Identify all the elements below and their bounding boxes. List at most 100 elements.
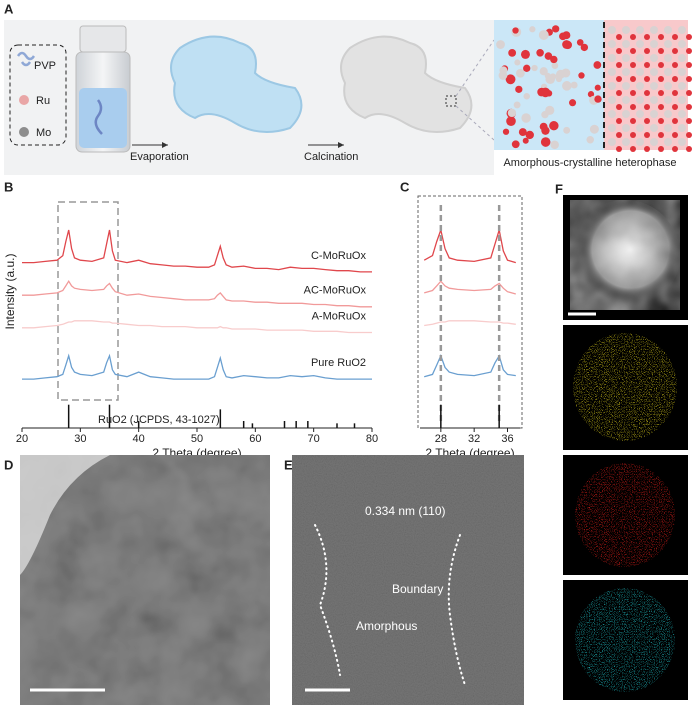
atom xyxy=(622,40,630,48)
legend-text: Ru xyxy=(36,95,50,107)
atom xyxy=(551,62,559,69)
atom xyxy=(593,61,602,69)
atom xyxy=(644,104,650,110)
atom xyxy=(506,116,516,126)
atom xyxy=(622,54,630,62)
series-line xyxy=(22,353,372,380)
step-text: Evaporation xyxy=(130,151,189,163)
atom xyxy=(563,126,571,134)
atom xyxy=(686,48,692,54)
atom xyxy=(496,40,505,49)
atom xyxy=(622,82,630,90)
atom xyxy=(686,118,692,124)
highlight-box xyxy=(57,201,119,401)
atom xyxy=(644,76,650,82)
atom xyxy=(644,146,650,152)
series-line xyxy=(424,354,516,378)
atom xyxy=(608,124,616,132)
atom xyxy=(644,48,650,54)
atom xyxy=(650,82,658,90)
atom xyxy=(630,48,636,54)
elemental-map xyxy=(575,588,675,692)
atom xyxy=(550,140,559,150)
atom xyxy=(616,62,622,68)
atom xyxy=(541,126,550,135)
atom xyxy=(636,40,644,48)
atom xyxy=(608,40,616,48)
atom xyxy=(523,92,531,100)
atom xyxy=(686,62,692,68)
atom xyxy=(576,39,584,46)
annotation: Amorphous xyxy=(356,619,417,633)
annotation: Boundary xyxy=(392,582,443,596)
atom xyxy=(562,81,572,91)
atom xyxy=(630,76,636,82)
atom xyxy=(511,140,520,149)
x-tick-label: 30 xyxy=(74,433,86,445)
atom xyxy=(664,138,672,146)
atom xyxy=(664,40,672,48)
atom xyxy=(678,110,686,118)
series-label: Pure RuO2 xyxy=(311,357,366,369)
arrowhead xyxy=(338,142,344,148)
atom xyxy=(608,96,616,104)
atom xyxy=(636,124,644,132)
atom xyxy=(630,118,636,124)
legend-box xyxy=(9,44,67,146)
atom xyxy=(650,124,658,132)
atom xyxy=(636,138,644,146)
atoms xyxy=(496,25,692,152)
atom xyxy=(508,48,517,57)
atom xyxy=(608,68,616,76)
x-tick-label: 28 xyxy=(435,433,447,445)
atom xyxy=(636,110,644,118)
atom xyxy=(516,68,525,78)
atom xyxy=(529,26,536,33)
legend-text: Mo xyxy=(36,127,51,139)
atom xyxy=(630,146,636,152)
atom xyxy=(664,124,672,132)
atom xyxy=(502,128,510,135)
atom xyxy=(678,82,686,90)
zoom-frame xyxy=(417,195,523,429)
atom xyxy=(622,26,630,34)
x-tick-label: 70 xyxy=(308,433,320,445)
series-label: A-MoRuOx xyxy=(312,310,367,322)
atom xyxy=(672,146,678,152)
atom xyxy=(608,138,616,146)
atom xyxy=(672,34,678,40)
ru-icon xyxy=(19,95,29,105)
atom xyxy=(672,48,678,54)
atom xyxy=(658,104,664,110)
atom xyxy=(561,68,571,78)
atom xyxy=(658,62,664,68)
vial-cap xyxy=(79,25,127,53)
atom xyxy=(672,118,678,124)
atom xyxy=(616,76,622,82)
atom xyxy=(636,96,644,104)
atom xyxy=(664,68,672,76)
x-tick-label: 80 xyxy=(366,433,378,445)
atom xyxy=(650,138,658,146)
atom xyxy=(672,104,678,110)
atom xyxy=(650,40,658,48)
panel-label: C xyxy=(400,179,410,194)
atom xyxy=(552,25,560,33)
atom xyxy=(536,49,544,57)
atom xyxy=(678,96,686,104)
boundary-line xyxy=(447,534,466,686)
x-tick-label: 60 xyxy=(249,433,261,445)
atom xyxy=(630,104,636,110)
elemental-map xyxy=(573,333,677,441)
atom xyxy=(515,85,523,93)
atom xyxy=(686,90,692,96)
atom xyxy=(672,62,678,68)
atom xyxy=(644,62,650,68)
atom xyxy=(686,34,692,40)
atom xyxy=(545,74,555,85)
atom xyxy=(658,48,664,54)
arrowhead xyxy=(162,142,168,148)
atom xyxy=(658,118,664,124)
atom xyxy=(630,62,636,68)
atom xyxy=(540,137,551,147)
